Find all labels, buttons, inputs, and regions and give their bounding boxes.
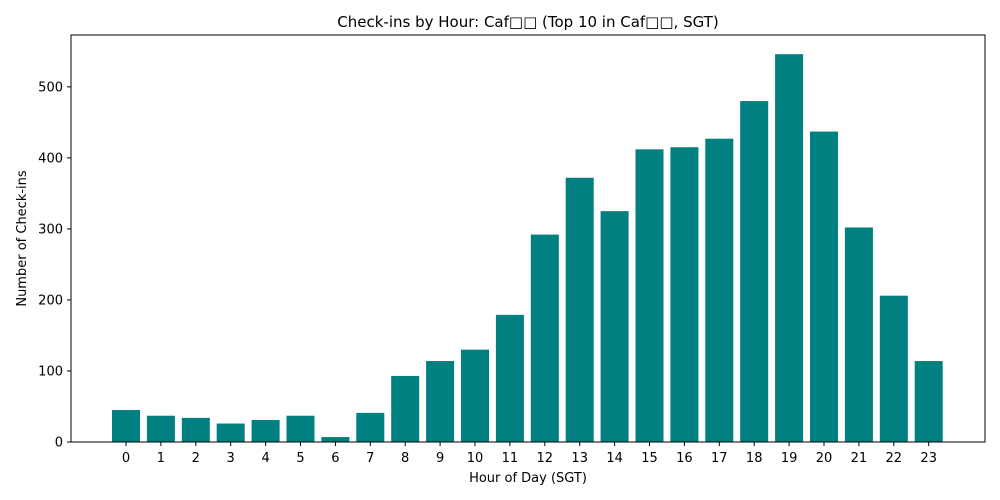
bar-hour-1 xyxy=(146,415,175,442)
x-tick-label: 10 xyxy=(467,451,484,466)
x-tick-label: 3 xyxy=(227,451,235,466)
bar-hour-12 xyxy=(530,234,559,442)
y-tick-label: 400 xyxy=(38,151,63,166)
bar-hour-4 xyxy=(251,419,280,442)
bars-group xyxy=(112,54,943,443)
bar-hour-14 xyxy=(600,211,629,442)
bar-hour-15 xyxy=(635,149,664,443)
x-tick-label: 20 xyxy=(816,451,833,466)
y-axis-ticks: 0 100 200 300 400 500 xyxy=(38,80,71,451)
y-tick-label: 100 xyxy=(38,364,63,379)
bar-hour-11 xyxy=(495,314,524,442)
y-tick-label: 500 xyxy=(38,80,63,95)
bar-hour-8 xyxy=(391,375,420,442)
bar-hour-0 xyxy=(112,410,140,442)
bar-hour-7 xyxy=(356,412,385,442)
bar-hour-3 xyxy=(216,423,245,442)
x-tick-label: 18 xyxy=(746,451,763,466)
bar-hour-16 xyxy=(670,147,699,443)
x-tick-label: 13 xyxy=(571,451,588,466)
bar-hour-10 xyxy=(461,349,489,442)
x-tick-label: 19 xyxy=(781,451,798,466)
x-tick-label: 4 xyxy=(261,451,269,466)
x-tick-label: 11 xyxy=(502,451,519,466)
x-axis-ticks: 0 1 2 3 4 5 6 7 8 9 10 11 12 13 14 15 16 17 18 19 20 21 22 23 xyxy=(122,442,937,466)
x-tick-label: 9 xyxy=(436,451,444,466)
x-tick-label: 14 xyxy=(606,451,623,466)
y-tick-label: 300 xyxy=(38,222,63,237)
x-tick-label: 2 xyxy=(192,451,200,466)
bar-hour-18 xyxy=(740,101,769,442)
bar-hour-19 xyxy=(775,54,804,443)
chart-title: Check-ins by Hour: Caf□□ (Top 10 in Caf□… xyxy=(337,13,718,31)
plot-frame xyxy=(70,34,986,443)
x-tick-label: 16 xyxy=(676,451,693,466)
x-tick-label: 7 xyxy=(366,451,374,466)
bar-hour-13 xyxy=(565,177,594,442)
x-tick-label: 12 xyxy=(537,451,554,466)
x-tick-label: 23 xyxy=(920,451,937,466)
bar-hour-5 xyxy=(286,415,315,442)
x-tick-label: 8 xyxy=(401,451,409,466)
bar-hour-22 xyxy=(879,295,908,442)
y-tick-label: 0 xyxy=(55,436,63,451)
x-tick-label: 15 xyxy=(641,451,658,466)
x-tick-label: 22 xyxy=(886,451,903,466)
x-tick-label: 1 xyxy=(157,451,165,466)
bar-hour-20 xyxy=(810,131,838,442)
x-tick-label: 21 xyxy=(851,451,868,466)
bar-hour-6 xyxy=(321,437,350,442)
bar-hour-23 xyxy=(914,361,943,442)
x-tick-label: 17 xyxy=(711,451,728,466)
bar-hour-9 xyxy=(426,361,455,442)
x-axis-label: Hour of Day (SGT) xyxy=(469,471,587,486)
bar-hour-21 xyxy=(844,227,873,442)
x-tick-label: 0 xyxy=(122,451,130,466)
x-tick-label: 5 xyxy=(296,451,304,466)
bar-hour-2 xyxy=(181,417,210,442)
x-tick-label: 6 xyxy=(331,451,339,466)
y-tick-label: 200 xyxy=(38,293,63,308)
y-axis-label: Number of Check-ins xyxy=(15,170,30,307)
bar-hour-17 xyxy=(705,138,734,442)
